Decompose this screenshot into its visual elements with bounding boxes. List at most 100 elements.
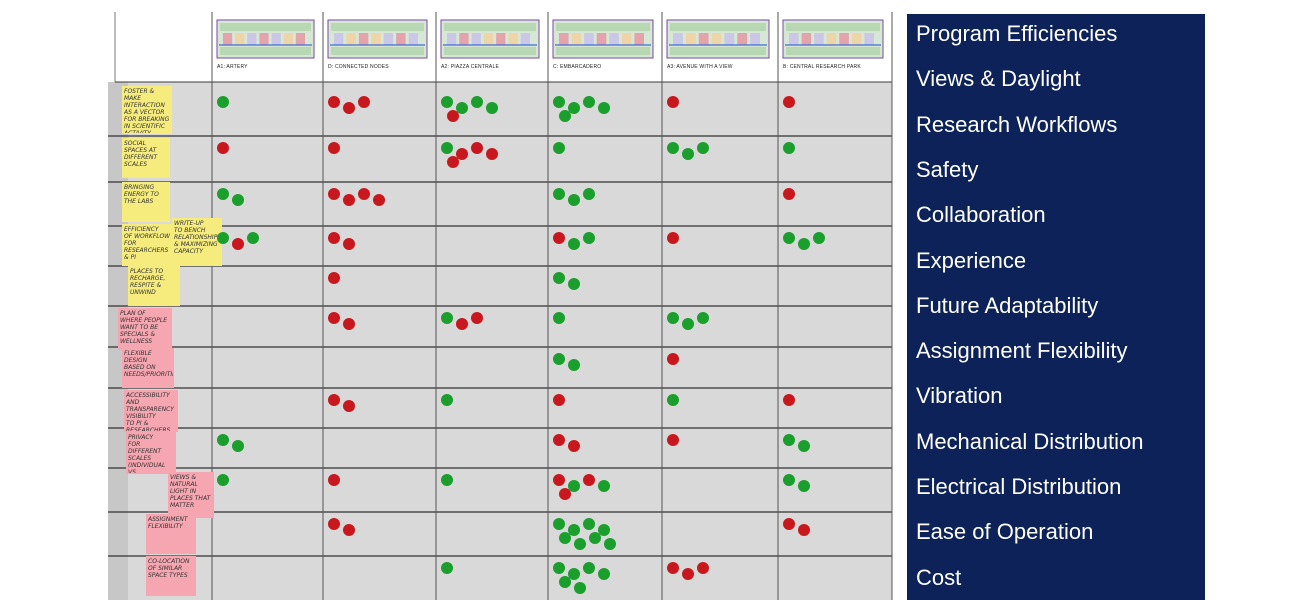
green-vote-dot [568, 194, 580, 206]
sticky-note-text: ASSIGNMENT FLEXIBILITY [148, 516, 188, 530]
red-vote-dot [343, 524, 355, 536]
red-vote-dot [667, 353, 679, 365]
green-vote-dot [553, 353, 565, 365]
criteria-item: Experience [916, 247, 1027, 273]
red-vote-dot [553, 474, 565, 486]
red-vote-dot [358, 96, 370, 108]
red-vote-dot [456, 148, 468, 160]
red-vote-dot [328, 312, 340, 324]
sticky-note-text: FOSTER & MAKE INTERACTION AS A VECTOR FO… [124, 88, 170, 133]
sticky-note-text: CO-LOCATION OF SIMILAR SPACE TYPES [148, 558, 190, 579]
red-vote-dot [553, 232, 565, 244]
green-vote-dot [553, 272, 565, 284]
red-vote-dot [447, 156, 459, 168]
sticky-note-text: SOCIAL SPACES AT DIFFERENT SCALES [124, 140, 158, 168]
sticky-note-text: WRITE-UP TO BENCH RELATIONSHIP & MAXIMIZ… [174, 220, 218, 255]
red-vote-dot [328, 188, 340, 200]
scheme-header: A1: ARTERY [217, 64, 248, 70]
green-vote-dot [783, 474, 795, 486]
red-vote-dot [447, 110, 459, 122]
sticky-note [126, 432, 176, 474]
green-vote-dot [232, 440, 244, 452]
red-vote-dot [343, 194, 355, 206]
criteria-panel: Program Efficiencies Views & Daylight Rese… [907, 14, 1205, 600]
green-vote-dot [598, 480, 610, 492]
green-vote-dot [441, 312, 453, 324]
red-vote-dot [667, 434, 679, 446]
red-vote-dot [373, 194, 385, 206]
scheme-header: A2: PIAZZA CENTRALE [441, 64, 499, 70]
sticky-note [168, 472, 214, 518]
vote-dots [217, 96, 825, 594]
criteria-list: Program Efficiencies Views & Daylight Rese… [907, 14, 1205, 600]
red-vote-dot [343, 318, 355, 330]
green-vote-dot [783, 232, 795, 244]
red-vote-dot [343, 400, 355, 412]
scheme-header: A3: AVENUE WITH A VIEW [667, 64, 733, 70]
red-vote-dot [486, 148, 498, 160]
sticky-note [172, 218, 222, 266]
red-vote-dot [783, 518, 795, 530]
green-vote-dot [568, 238, 580, 250]
green-vote-dot [217, 434, 229, 446]
green-vote-dot [553, 518, 565, 530]
scheme-header: D: CONNECTED NODES [328, 64, 389, 70]
sticky-note-text: PLACES TO RECHARGE, RESPITE & UNWIND [130, 268, 166, 296]
red-vote-dot [358, 188, 370, 200]
green-vote-dot [553, 142, 565, 154]
green-vote-dot [783, 142, 795, 154]
green-vote-dot [568, 524, 580, 536]
green-vote-dot [598, 568, 610, 580]
red-vote-dot [583, 474, 595, 486]
red-vote-dot [553, 434, 565, 446]
green-vote-dot [583, 562, 595, 574]
green-vote-dot [783, 434, 795, 446]
red-vote-dot [667, 232, 679, 244]
green-vote-dot [441, 142, 453, 154]
red-vote-dot [328, 96, 340, 108]
sticky-note-text: PLAN OF WHERE PEOPLE WANT TO BE SPECIALS… [120, 310, 167, 345]
red-vote-dot [471, 142, 483, 154]
green-vote-dot [583, 518, 595, 530]
sticky-note [118, 308, 172, 350]
sticky-note-text: EFFICIENCY OF WORKFLOW FOR RESEARCHERS &… [124, 226, 171, 261]
red-vote-dot [682, 568, 694, 580]
red-vote-dot [328, 518, 340, 530]
sticky-note [122, 138, 170, 178]
green-vote-dot [247, 232, 259, 244]
green-vote-dot [568, 568, 580, 580]
green-vote-dot [667, 394, 679, 406]
green-vote-dot [441, 474, 453, 486]
red-vote-dot [328, 272, 340, 284]
green-vote-dot [568, 359, 580, 371]
red-vote-dot [343, 238, 355, 250]
green-vote-dot [583, 96, 595, 108]
green-vote-dot [574, 582, 586, 594]
scheme-header: B: CENTRAL RESEARCH PARK [783, 64, 861, 70]
red-vote-dot [343, 102, 355, 114]
red-vote-dot [328, 394, 340, 406]
scheme-header: C: EMBARCADERO [553, 64, 602, 70]
green-vote-dot [471, 96, 483, 108]
sticky-note [146, 556, 196, 596]
criteria-item: Program Efficiencies [916, 21, 1118, 46]
sticky-note-text: ACCESSIBILITY AND TRANSPARENCY VISIBILIT… [126, 392, 174, 431]
green-vote-dot [568, 102, 580, 114]
sticky-note [146, 514, 196, 554]
sticky-note-text: VIEWS & NATURAL LIGHT IN PLACES THAT MAT… [170, 474, 211, 509]
sticky-note [122, 86, 172, 134]
green-vote-dot [553, 562, 565, 574]
green-vote-dot [217, 232, 229, 244]
green-vote-dot [568, 480, 580, 492]
red-vote-dot [232, 238, 244, 250]
green-vote-dot [553, 188, 565, 200]
green-vote-dot [583, 232, 595, 244]
red-vote-dot [471, 312, 483, 324]
green-vote-dot [559, 576, 571, 588]
sticky-note [128, 266, 180, 306]
red-vote-dot [456, 318, 468, 330]
sticky-note-text: PRIVACY FOR DIFFERENT SCALES (INDIVIDUAL… [128, 434, 166, 473]
red-vote-dot [328, 474, 340, 486]
green-vote-dot [559, 532, 571, 544]
green-vote-dot [217, 188, 229, 200]
